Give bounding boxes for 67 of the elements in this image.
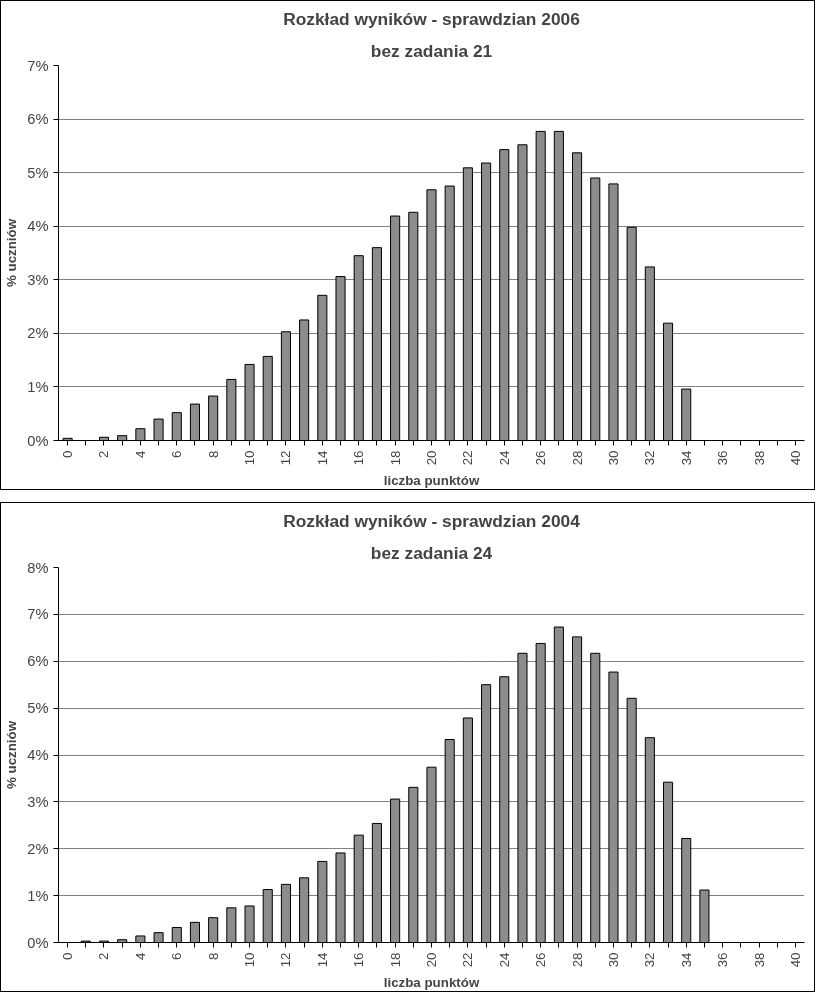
chart-title: Rozkład wyników - sprawdzian 2006 [283, 8, 581, 29]
x-tick-label: 6 [169, 952, 185, 960]
y-tick-label: 4% [27, 747, 49, 763]
chart-title: Rozkład wyników - sprawdzian 2004 [283, 510, 581, 531]
x-tick-label: 4 [132, 449, 148, 458]
x-tick-label: 28 [569, 450, 585, 466]
x-tick-label: 12 [278, 450, 294, 466]
y-tick-label: 1% [27, 887, 49, 904]
y-tick-label: 4% [27, 218, 49, 235]
chart-subtitle: bez zadania 24 [370, 542, 493, 563]
y-tick-label: 5% [27, 164, 49, 181]
x-tick-label: 8 [205, 952, 221, 960]
x-tick-label: 18 [387, 450, 403, 466]
x-tick-label: 10 [242, 450, 258, 466]
x-tick-label: 30 [605, 450, 621, 466]
x-tick-label: 24 [496, 449, 512, 466]
x-tick-label: 16 [351, 952, 367, 968]
x-tick-label: 40 [787, 952, 803, 968]
x-tick-label: 20 [424, 952, 439, 968]
x-tick-label: 16 [351, 450, 367, 466]
x-tick-label: 14 [314, 951, 330, 968]
x-tick-label: 12 [278, 952, 294, 968]
y-tick-label: 2% [27, 840, 49, 857]
x-axis-title: liczba punktów [383, 473, 480, 489]
x-tick-label: 18 [387, 952, 403, 968]
x-tick-label: 32 [642, 450, 658, 466]
x-tick-label: 10 [242, 952, 258, 968]
y-tick-label: 0% [27, 432, 49, 449]
x-axis-title: liczba punktów [383, 975, 480, 991]
y-tick-label: 5% [27, 700, 49, 717]
x-tick-label: 2 [96, 450, 112, 458]
y-tick-label: 0% [27, 934, 49, 951]
y-tick-label: 1% [27, 378, 49, 395]
x-tick-label: 2 [96, 952, 112, 960]
y-tick-label: 3% [27, 793, 49, 810]
x-tick-label: 36 [715, 450, 731, 466]
x-tick-label: 28 [569, 952, 585, 968]
x-tick-label: 38 [751, 450, 767, 466]
x-tick-label: 22 [460, 952, 476, 968]
x-tick-label: 20 [424, 450, 439, 466]
chart-subtitle: bez zadania 21 [370, 40, 493, 61]
x-tick-label: 24 [496, 951, 512, 968]
x-tick-label: 34 [678, 951, 694, 968]
y-axis-title: % uczniów [4, 720, 20, 790]
x-tick-label: 4 [132, 951, 148, 960]
x-tick-label: 36 [715, 952, 731, 968]
y-tick-label: 3% [27, 271, 49, 288]
x-tick-label: 0 [60, 450, 76, 458]
y-tick-label: 7% [27, 57, 49, 74]
x-tick-label: 0 [60, 952, 76, 960]
x-tick-label: 26 [533, 450, 549, 466]
x-tick-label: 38 [751, 952, 767, 968]
x-tick-label: 14 [314, 449, 330, 466]
x-tick-label: 40 [787, 450, 803, 466]
x-tick-label: 32 [642, 952, 658, 968]
x-tick-label: 26 [533, 952, 549, 968]
y-tick-label: 2% [27, 325, 49, 342]
x-tick-label: 6 [169, 450, 185, 458]
y-tick-label: 6% [27, 111, 49, 128]
x-tick-label: 30 [605, 952, 621, 968]
x-tick-label: 8 [205, 450, 221, 458]
y-tick-label: 6% [27, 653, 49, 670]
y-axis-title: % uczniów [4, 218, 20, 288]
x-tick-label: 34 [678, 449, 694, 466]
y-tick-label: 7% [27, 606, 49, 623]
y-tick-label: 8% [27, 559, 49, 576]
x-tick-label: 22 [460, 450, 476, 466]
